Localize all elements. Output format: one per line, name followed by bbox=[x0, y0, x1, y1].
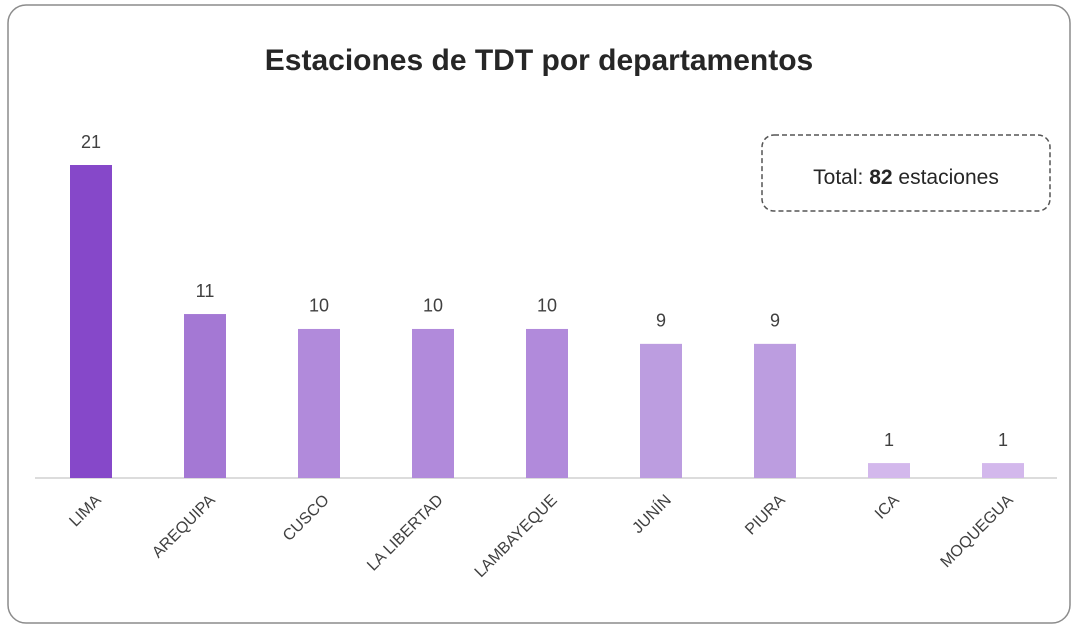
data-label: 9 bbox=[770, 311, 780, 331]
bar bbox=[640, 343, 682, 478]
data-label: 11 bbox=[196, 281, 215, 301]
annotation-value: 82 bbox=[869, 166, 892, 189]
annotation-prefix: Total: bbox=[813, 166, 863, 189]
data-label: 21 bbox=[81, 132, 101, 152]
annotation-box bbox=[761, 134, 1051, 212]
annotation: Total: 82 estaciones bbox=[813, 166, 999, 189]
data-label: 10 bbox=[423, 296, 443, 316]
bar bbox=[412, 328, 454, 478]
chart-title: Estaciones de TDT por departamentos bbox=[265, 44, 813, 77]
bar bbox=[70, 165, 112, 478]
data-label: 1 bbox=[998, 430, 1008, 450]
annotation-suffix: estaciones bbox=[898, 166, 998, 189]
data-label: 9 bbox=[656, 311, 666, 331]
bar bbox=[184, 314, 226, 478]
bar bbox=[754, 343, 796, 478]
data-label: 10 bbox=[309, 296, 329, 316]
bar bbox=[298, 328, 340, 478]
bar bbox=[526, 328, 568, 478]
frame bbox=[7, 4, 1071, 624]
bar bbox=[868, 463, 910, 478]
bar bbox=[982, 463, 1024, 478]
data-label: 1 bbox=[884, 430, 894, 450]
data-label: 10 bbox=[537, 296, 557, 316]
